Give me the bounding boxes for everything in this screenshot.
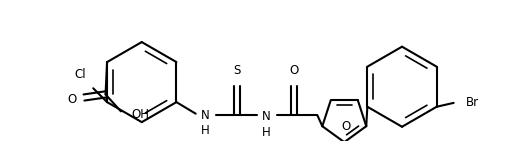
Text: H: H (200, 125, 209, 137)
Text: Br: Br (466, 96, 479, 109)
Text: N: N (262, 110, 271, 123)
Text: O: O (67, 93, 76, 106)
Text: S: S (234, 64, 241, 77)
Text: Cl: Cl (74, 68, 86, 81)
Text: O: O (341, 120, 350, 133)
Text: O: O (290, 64, 299, 77)
Text: H: H (262, 126, 271, 139)
Text: N: N (200, 109, 209, 122)
Text: OH: OH (132, 108, 150, 121)
